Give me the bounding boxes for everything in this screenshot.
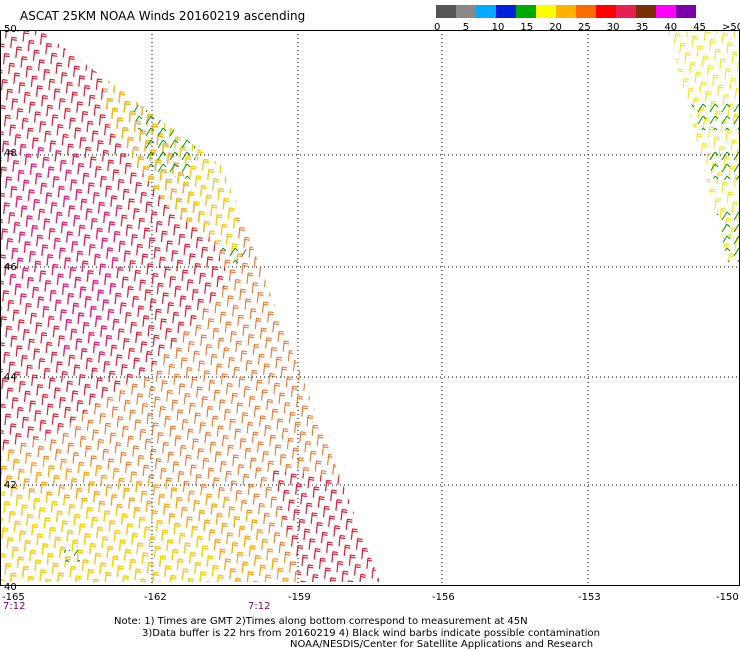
- colorbar-swatch: [516, 5, 536, 18]
- map-title: ASCAT 25KM NOAA Winds 20160219 ascending: [20, 9, 306, 23]
- lat-label-44: 44: [4, 372, 17, 383]
- colorbar-swatch: [556, 5, 576, 18]
- lon-label-159: -159: [288, 592, 311, 603]
- colorbar-tick-label: 35: [635, 22, 649, 33]
- colorbar-tick-label: 5: [462, 22, 470, 33]
- colorbar-tick-label: 45: [693, 22, 706, 33]
- time-label-left: 7:12: [3, 601, 26, 612]
- colorbar-tick-label: 10: [491, 22, 505, 33]
- lon-label-156: -156: [432, 592, 455, 603]
- lon-label-150: -150: [716, 592, 739, 603]
- colorbar-tick-label: >50 knots: [722, 22, 740, 33]
- colorbar-swatch: [636, 5, 656, 18]
- lon-label-153: -153: [578, 592, 601, 603]
- note-line-2: 3)Data buffer is 22 hrs from 20160219 4)…: [142, 627, 600, 639]
- colorbar-tick-label: 15: [520, 22, 534, 33]
- colorbar-swatch: [576, 5, 596, 18]
- note-line-3: NOAA/NESDIS/Center for Satellite Applica…: [290, 639, 594, 650]
- lat-label-48: 48: [4, 148, 17, 159]
- colorbar-swatch: [496, 5, 516, 18]
- colorbar-swatch: [456, 5, 476, 18]
- lat-label-50: 50: [4, 24, 17, 35]
- lat-label-42: 42: [4, 480, 17, 491]
- lon-label-165: -165: [2, 592, 25, 603]
- colorbar-tick-label: 30: [606, 22, 620, 33]
- note-line-1: Note: 1) Times are GMT 2)Times along bot…: [114, 616, 528, 627]
- wind-barb-map: [0, 30, 740, 586]
- colorbar-tick-label: 20: [549, 22, 562, 33]
- colorbar-tick-label: 40: [664, 22, 678, 33]
- lat-label-46: 46: [4, 262, 17, 273]
- lat-label-40: 40: [4, 582, 17, 593]
- lon-label-162: -162: [144, 592, 167, 603]
- colorbar-tick-label: 25: [578, 22, 591, 33]
- colorbar-swatch: [596, 5, 616, 18]
- colorbar-swatch: [656, 5, 676, 18]
- colorbar-tick-label: 0: [434, 22, 441, 33]
- time-label-center: 7:12: [248, 601, 271, 612]
- colorbar-swatch: [436, 5, 456, 18]
- left-swath: [0, 30, 380, 582]
- notes: Note: 1) Times are GMT 2)Times along bot…: [114, 616, 600, 651]
- colorbar-swatch: [676, 5, 696, 18]
- colorbar-swatch: [476, 5, 496, 18]
- colorbar-swatch: [536, 5, 556, 18]
- right-swath: [668, 30, 740, 262]
- colorbar-swatch: [616, 5, 636, 18]
